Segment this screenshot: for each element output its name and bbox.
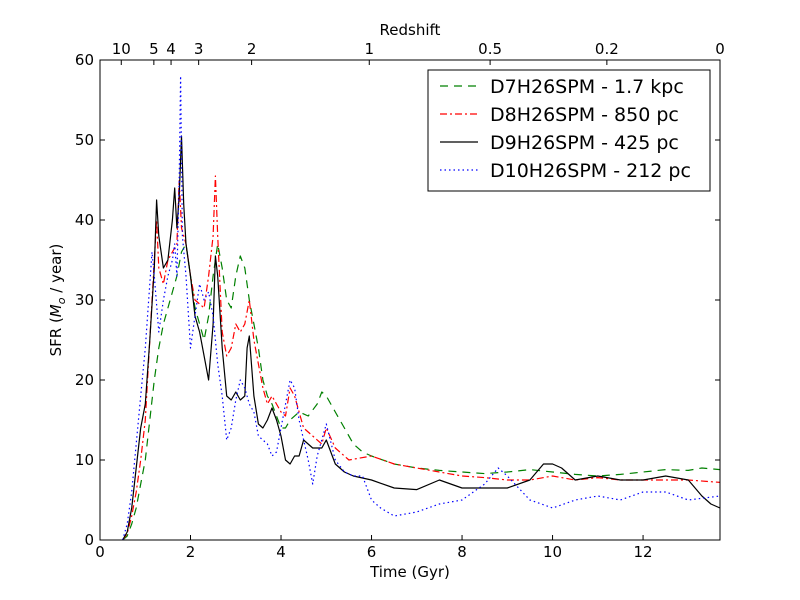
redshift-tick-label: 0 <box>715 40 725 58</box>
series-line-2 <box>122 175 721 541</box>
y-tick-label: 40 <box>75 211 94 229</box>
y-tick-label: 60 <box>75 51 94 69</box>
redshift-tick-label: 10 <box>112 40 131 58</box>
top-axis-label: Redshift <box>380 21 441 39</box>
y-axis-label: SFR (Mo / year) <box>47 244 68 357</box>
y-tick-label: 20 <box>75 371 94 389</box>
y-tick-label: 0 <box>84 531 94 549</box>
redshift-tick-label: 4 <box>166 40 176 58</box>
y-tick-label: 50 <box>75 131 94 149</box>
legend-label-4: D10H26SPM - 212 pc <box>490 160 691 182</box>
redshift-tick-label: 0.2 <box>595 40 619 58</box>
redshift-tick-label: 0.5 <box>478 40 502 58</box>
legend-label-2: D8H26SPM - 850 pc <box>490 104 679 126</box>
series-line-1 <box>122 243 721 541</box>
redshift-tick-label: 1 <box>364 40 374 58</box>
legend-label-3: D9H26SPM - 425 pc <box>490 132 679 154</box>
legend-label-1: D7H26SPM - 1.7 kpc <box>490 76 684 98</box>
y-axis-label-symbol: M <box>47 304 65 317</box>
y-axis-label-suffix: / year) <box>47 244 65 298</box>
redshift-tick-label: 2 <box>247 40 257 58</box>
y-tick-label: 10 <box>75 451 94 469</box>
x-tick-label: 10 <box>543 543 562 561</box>
x-tick-label: 6 <box>367 543 377 561</box>
x-tick-label: 0 <box>95 543 105 561</box>
y-axis-label-prefix: SFR ( <box>47 317 65 356</box>
series-line-3 <box>122 135 721 541</box>
x-tick-label: 4 <box>276 543 286 561</box>
legend: D7H26SPM - 1.7 kpc D8H26SPM - 850 pc D9H26… <box>427 69 711 192</box>
redshift-tick-label: 5 <box>149 40 159 58</box>
y-tick-label: 30 <box>75 291 94 309</box>
legend-box <box>427 69 711 192</box>
y-axis-label-subscript: o <box>55 297 68 304</box>
x-tick-label: 8 <box>457 543 467 561</box>
x-tick-label: 12 <box>634 543 653 561</box>
redshift-tick-label: 3 <box>194 40 204 58</box>
x-axis-label: Time (Gyr) <box>369 563 450 581</box>
x-tick-label: 2 <box>186 543 196 561</box>
series-layer <box>122 75 721 541</box>
